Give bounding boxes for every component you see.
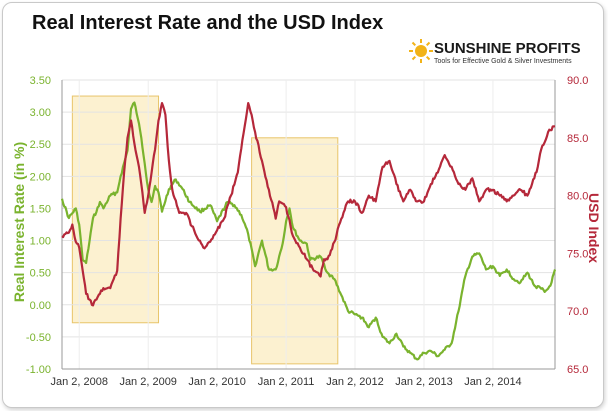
y-left-tick-label: 3.00: [30, 107, 51, 119]
x-tick-label: Jan 2, 2014: [464, 376, 522, 388]
chart-title: Real Interest Rate and the USD Index: [32, 12, 384, 34]
logo: SUNSHINE PROFITS Tools for Effective Gol…: [408, 39, 581, 76]
logo-tagline: Tools for Effective Gold & Silver Invest…: [434, 58, 572, 65]
y-right-tick-label: 85.0: [567, 133, 588, 145]
x-tick-label: Jan 2, 2009: [119, 376, 177, 388]
y-left-tick-label: 3.50: [30, 75, 51, 87]
x-tick-label: Jan 2, 2010: [188, 376, 246, 388]
sun-icon: [409, 39, 433, 63]
highlight-box: [251, 137, 339, 365]
y-right-tick-label: 75.0: [567, 248, 588, 260]
y-left-tick-label: 2.00: [30, 171, 51, 183]
real-rate-line: [60, 101, 557, 361]
y-left-tick-label: 1.00: [30, 236, 51, 248]
logo-name: SUNSHINE PROFITS: [434, 40, 581, 57]
y-left-tick-label: 1.50: [30, 203, 51, 215]
y-left-tick-label: 0.00: [30, 300, 51, 312]
x-tick-label: Jan 2, 2008: [50, 376, 108, 388]
x-tick-label: Jan 2, 2011: [258, 376, 315, 388]
y-right-tick-label: 80.0: [567, 191, 588, 203]
y-left-tick-label: 0.50: [30, 268, 51, 280]
y-axis-left-label: Real Interest Rate (in %): [11, 142, 27, 302]
y-right-tick-label: 70.0: [567, 306, 588, 318]
x-tick-label: Jan 2, 2013: [395, 376, 453, 388]
y-right-tick-label: 90.0: [567, 75, 588, 87]
y-right-tick-label: 65.0: [567, 364, 588, 376]
x-tick-label: Jan 2, 2012: [326, 376, 384, 388]
y-left-tick-label: -1.00: [26, 364, 51, 376]
y-left-tick-label: 2.50: [30, 139, 51, 151]
usd-index-line: [61, 101, 556, 307]
y-left-tick-label: -0.50: [26, 332, 51, 344]
y-axis-right-label: USD Index: [586, 193, 602, 263]
